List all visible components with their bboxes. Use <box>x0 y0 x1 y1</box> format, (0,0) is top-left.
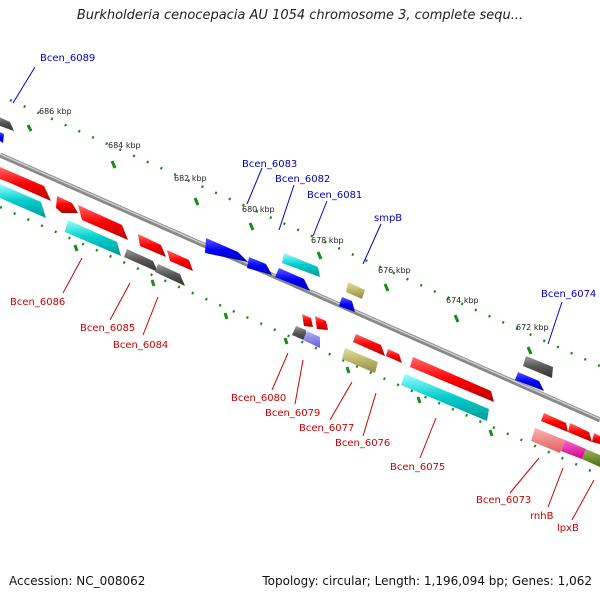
feature-olive-smpB <box>346 282 365 299</box>
gene-label-lpxb[interactable]: lpxB <box>557 523 579 534</box>
label-connectors <box>12 66 595 521</box>
feature-red-6080a <box>302 314 313 327</box>
feature-gray-6084b <box>155 264 185 286</box>
tick-label-678: 678 kbp <box>311 236 344 245</box>
map-title: Burkholderia cenocepacia AU 1054 chromos… <box>76 8 524 23</box>
feature-blue-6089 <box>0 132 4 143</box>
ruler-labels: 686 kbp 684 kbp 682 kbp 680 kbp 678 kbp … <box>39 107 549 332</box>
feature-gray-6089 <box>0 117 14 131</box>
feature-cyan-6085 <box>65 220 121 256</box>
feature-red-6073b <box>568 423 592 442</box>
gene-label-bcen-6073[interactable]: Bcen_6073 <box>476 495 531 506</box>
feature-red-6073c <box>592 433 600 444</box>
ruler-ticks <box>26 124 533 355</box>
gene-features <box>0 117 600 467</box>
gene-label-bcen-6077[interactable]: Bcen_6077 <box>299 423 354 434</box>
gene-label-smpb[interactable]: smpB <box>374 213 402 224</box>
feature-cyan-6075 <box>401 374 489 421</box>
feature-magenta-rnhB <box>561 440 586 459</box>
feature-red-6077a <box>353 334 385 356</box>
gene-label-rnhb[interactable]: rnhB <box>530 511 554 522</box>
feature-cyan-6086 <box>0 184 46 218</box>
feature-gray-6074 <box>523 356 553 378</box>
gene-label-bcen-6080[interactable]: Bcen_6080 <box>231 393 286 404</box>
tick-label-676: 676 kbp <box>378 266 411 275</box>
feature-cyan-6082 <box>282 253 320 277</box>
feature-pink-6073 <box>531 428 565 453</box>
gene-labels: Bcen_6089 Bcen_6083 Bcen_6082 Bcen_6081 … <box>10 53 596 534</box>
feature-red-6086a <box>0 167 51 201</box>
feature-lav-6079 <box>303 331 320 348</box>
inner-track-ticks <box>73 244 494 437</box>
tick-label-680: 680 kbp <box>242 205 275 214</box>
gene-label-bcen-6086[interactable]: Bcen_6086 <box>10 297 65 308</box>
feature-gray-6080 <box>292 326 306 341</box>
tick-label-686: 686 kbp <box>39 107 72 116</box>
gene-label-bcen-6074[interactable]: Bcen_6074 <box>541 289 596 300</box>
feature-red-6073a <box>541 413 568 432</box>
feature-blue-6083 <box>205 238 248 262</box>
gene-label-bcen-6084[interactable]: Bcen_6084 <box>113 340 168 351</box>
tick-label-684: 684 kbp <box>108 141 141 150</box>
tick-label-682: 682 kbp <box>174 174 207 183</box>
feature-red-6085 <box>78 205 128 240</box>
gene-label-bcen-6076[interactable]: Bcen_6076 <box>335 438 390 449</box>
feature-blue-6082 <box>247 257 272 275</box>
gene-label-bcen-6079[interactable]: Bcen_6079 <box>265 408 320 419</box>
feature-blue-6081 <box>275 268 310 291</box>
feature-red-6084a <box>138 234 166 257</box>
gene-label-bcen-6083[interactable]: Bcen_6083 <box>242 159 297 170</box>
feature-red-6075 <box>410 357 494 402</box>
feature-blue-6074 <box>515 372 544 391</box>
feature-red-6080b <box>315 316 328 330</box>
gene-label-bcen-6081[interactable]: Bcen_6081 <box>307 190 362 201</box>
feature-red-6077b <box>386 349 402 363</box>
tick-label-674: 674 kbp <box>446 296 479 305</box>
gene-label-bcen-6075[interactable]: Bcen_6075 <box>390 462 445 473</box>
feature-olive-6077 <box>342 348 378 373</box>
gene-label-bcen-6089[interactable]: Bcen_6089 <box>40 53 95 64</box>
feature-gray-6084a <box>124 249 158 272</box>
inner-dotted-track <box>0 205 600 477</box>
tick-label-672: 672 kbp <box>516 323 549 332</box>
feature-blue-smpB <box>339 297 355 312</box>
feature-green-lpxB <box>582 449 600 467</box>
gene-label-bcen-6085[interactable]: Bcen_6085 <box>80 323 135 334</box>
accession-text: Accession: NC_008062 <box>9 574 146 588</box>
gene-label-bcen-6082[interactable]: Bcen_6082 <box>275 174 330 185</box>
feature-red-6086b <box>56 196 78 213</box>
summary-text: Topology: circular; Length: 1,196,094 bp… <box>262 574 592 588</box>
feature-red-6084b <box>167 250 193 271</box>
